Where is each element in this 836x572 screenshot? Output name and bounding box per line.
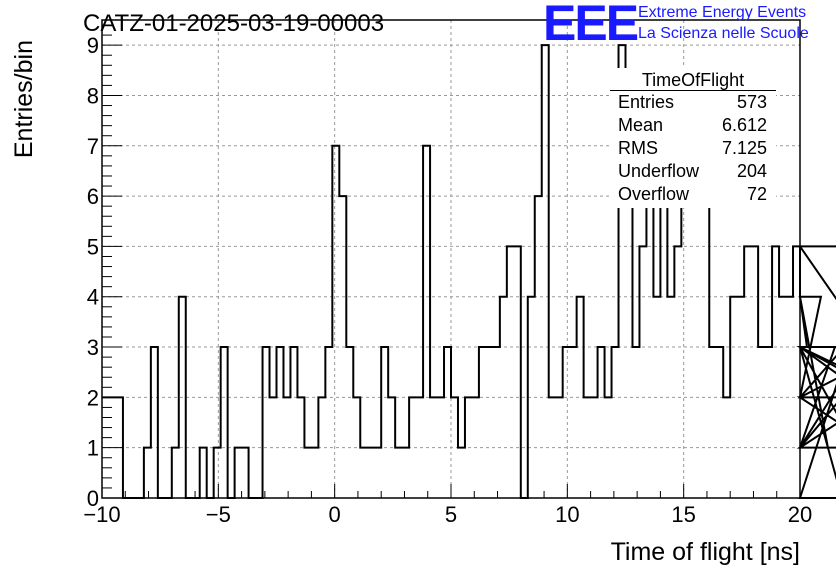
x-tick-label: 15 xyxy=(671,502,695,527)
plot-frame xyxy=(101,19,801,499)
x-tick-label: −5 xyxy=(206,502,231,527)
stats-row-mean: Mean 6.612 xyxy=(618,115,767,136)
x-tick-label: 20 xyxy=(788,502,812,527)
stats-label: Mean xyxy=(618,115,664,135)
x-tick-label: 10 xyxy=(555,502,579,527)
y-tick-label: 4 xyxy=(87,285,99,310)
stats-label: Entries xyxy=(618,92,675,112)
stats-value: 573 xyxy=(736,92,767,112)
y-tick-label: 8 xyxy=(87,83,99,108)
x-tick-label: −10 xyxy=(83,502,120,527)
stats-row-overflow: Overflow 72 xyxy=(618,184,767,205)
y-tick-label: 7 xyxy=(87,134,99,159)
stats-divider xyxy=(610,90,776,91)
stats-value: 72 xyxy=(746,184,767,204)
stats-value: 7.125 xyxy=(721,138,767,158)
eee-logo: EEE xyxy=(543,0,639,51)
stats-value: 6.612 xyxy=(721,115,767,135)
stats-row-underflow: Underflow 204 xyxy=(618,161,767,182)
stats-row-rms: RMS 7.125 xyxy=(618,138,767,159)
x-tick-label: 0 xyxy=(329,502,341,527)
y-tick-label: 1 xyxy=(87,436,99,461)
eee-logo-line2: La Scienza nelle Scuole xyxy=(638,25,809,42)
stats-label: Underflow xyxy=(618,161,700,181)
y-tick-label: 9 xyxy=(87,33,99,58)
stats-box: TimeOfFlight Entries 573 Mean 6.612 RMS … xyxy=(610,68,776,208)
stats-label: RMS xyxy=(618,138,658,158)
stats-value: 204 xyxy=(736,161,767,181)
plot-title: CATZ-01-2025-03-19-00003 xyxy=(83,10,385,37)
y-tick-label: 2 xyxy=(87,385,99,410)
stats-label: Overflow xyxy=(618,184,690,204)
y-tick-label: 6 xyxy=(87,184,99,209)
stats-title: TimeOfFlight xyxy=(641,70,745,90)
y-axis-label: Entries/bin xyxy=(10,40,38,158)
x-tick-label: 5 xyxy=(445,502,457,527)
y-tick-label: 5 xyxy=(87,234,99,259)
x-axis-ticks: −10 −5 0 5 10 15 20 xyxy=(83,484,812,527)
stats-row-entries: Entries 573 xyxy=(618,92,767,113)
y-tick-label: 0 xyxy=(87,486,99,511)
eee-logo-line1: Extreme Energy Events xyxy=(638,4,807,21)
x-axis-label: Time of flight [ns] xyxy=(611,538,800,566)
y-axis-ticks: 0 1 2 3 4 5 6 7 8 9 xyxy=(87,24,122,511)
y-tick-label: 3 xyxy=(87,335,99,360)
